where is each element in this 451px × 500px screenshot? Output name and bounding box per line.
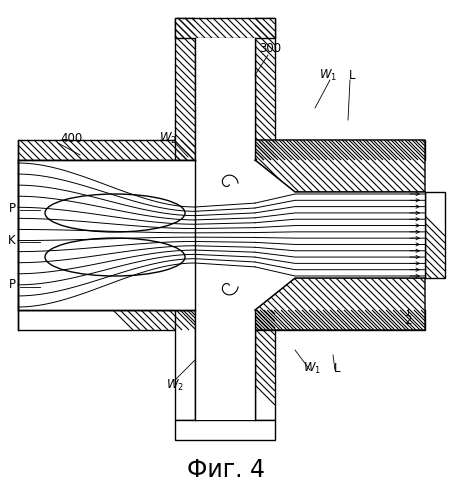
Bar [18,310,194,330]
Text: L: L [333,362,340,374]
Text: $W_2$: $W_2$ [159,130,177,146]
Text: L: L [348,68,354,82]
Text: K: K [8,234,16,246]
Bar [18,140,194,160]
Bar [175,18,274,38]
Text: Фиг. 4: Фиг. 4 [187,458,264,482]
Text: $W_1$: $W_1$ [302,360,320,376]
Bar [175,420,274,440]
Polygon shape [254,140,424,192]
Text: P: P [9,202,15,214]
Text: $W_1$: $W_1$ [318,68,336,82]
Bar [254,310,274,420]
Bar [194,310,254,420]
Bar [254,140,424,160]
Bar [254,18,274,160]
Text: 400: 400 [61,132,83,144]
Text: 2: 2 [403,314,411,326]
Bar [18,160,194,310]
Text: $W_2$: $W_2$ [166,378,184,392]
Bar [424,192,444,278]
Text: P: P [9,278,15,291]
Text: 300: 300 [258,42,281,54]
Bar [175,18,194,160]
Bar [194,38,254,160]
Polygon shape [254,278,424,330]
Polygon shape [254,160,424,310]
Bar [254,310,424,330]
Bar [175,310,194,420]
